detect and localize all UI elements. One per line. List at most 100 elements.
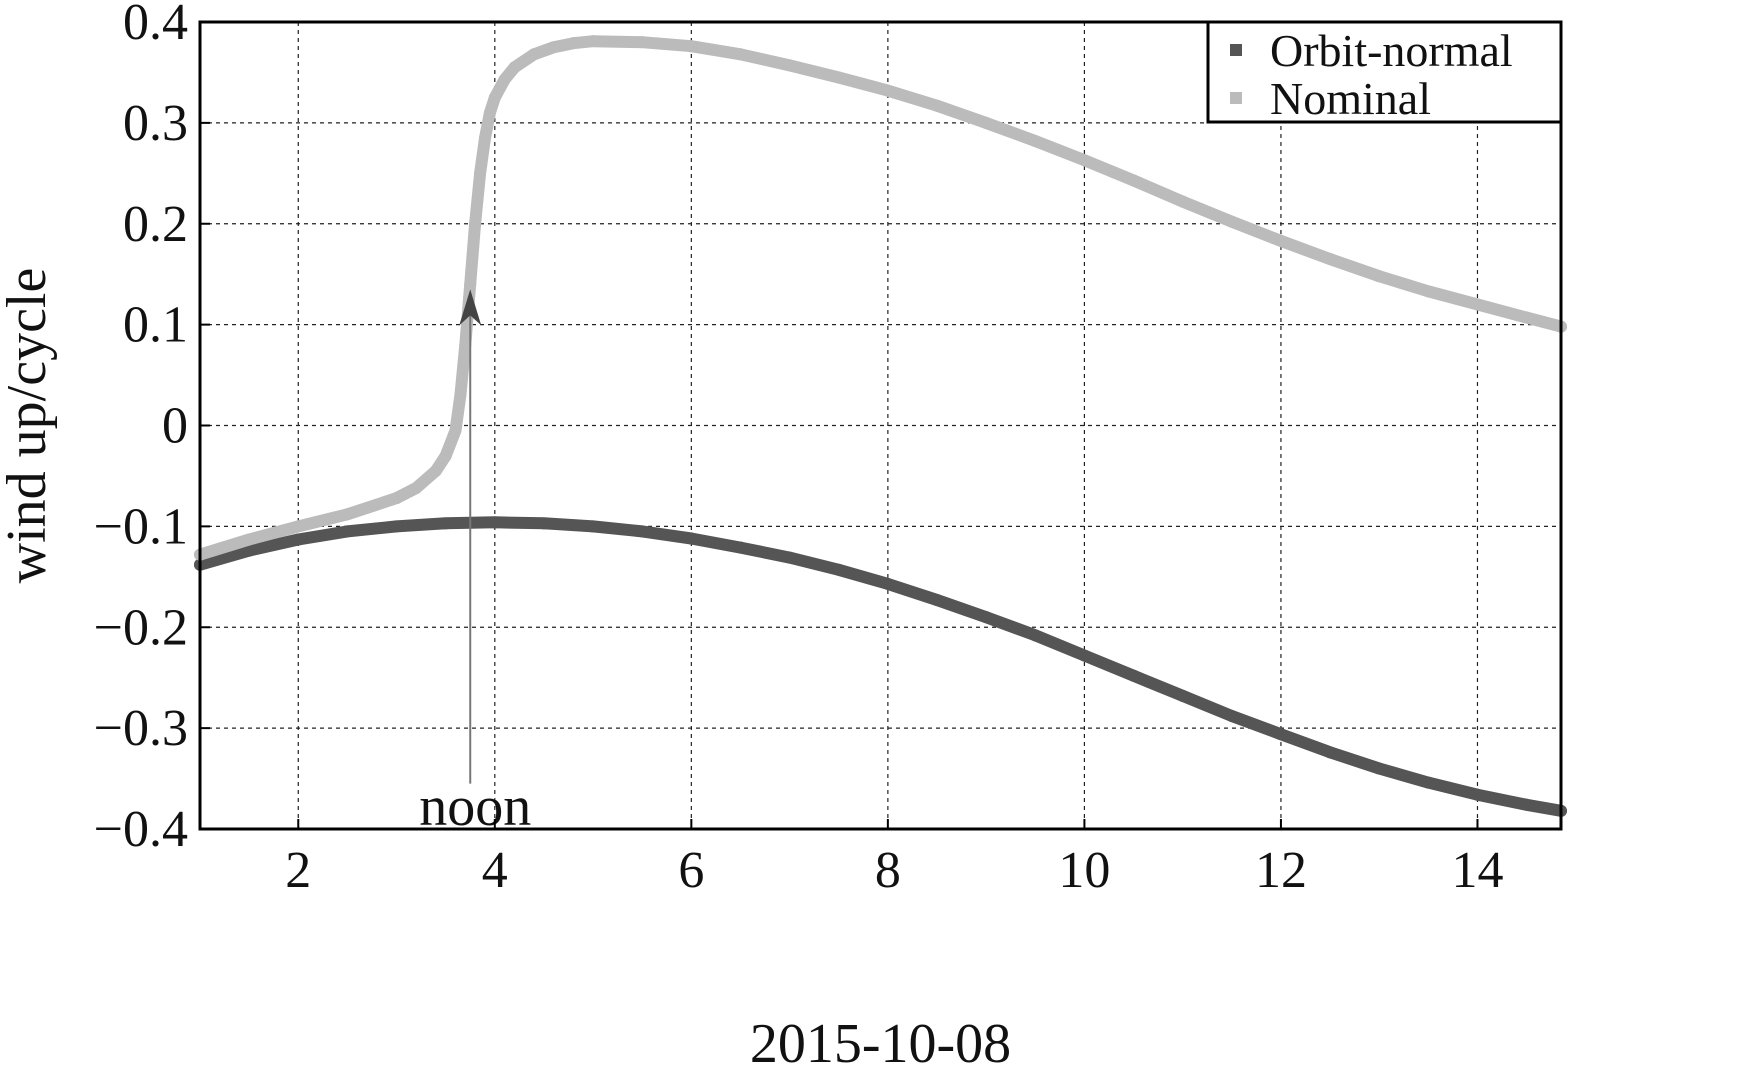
y-tick-label: −0.2 [94, 599, 188, 656]
data-point-nominal [1127, 174, 1140, 187]
data-point-nominal [1471, 298, 1484, 311]
y-tick-label: −0.4 [94, 801, 188, 858]
series-layer [194, 35, 1567, 817]
data-point-nominal [454, 389, 467, 402]
data-point-nominal [464, 278, 477, 291]
data-point-nominal [449, 424, 462, 437]
data-point-orbit-normal [1274, 728, 1287, 741]
data-point-nominal [1078, 154, 1091, 167]
data-point-nominal [469, 217, 482, 230]
data-point-orbit-normal [881, 577, 894, 590]
data-point-nominal [429, 464, 442, 477]
data-point-nominal [459, 338, 472, 351]
x-tick-label: 2 [285, 842, 311, 899]
annotation-arrow-head [459, 289, 482, 326]
legend-label-nominal: Nominal [1270, 73, 1431, 124]
grid-layer [200, 21, 1561, 830]
y-tick-label: −0.3 [94, 700, 188, 757]
data-point-orbit-normal [292, 533, 305, 546]
legend: Orbit-normal Nominal [1206, 20, 1563, 124]
data-point-orbit-normal [1225, 710, 1238, 723]
data-point-nominal [474, 167, 487, 180]
data-point-nominal [410, 482, 423, 495]
data-point-nominal [1176, 195, 1189, 208]
data-point-nominal [1422, 285, 1435, 298]
data-point-nominal [587, 35, 600, 48]
legend-box [1206, 20, 1563, 124]
x-tick-label: 12 [1255, 842, 1307, 899]
data-point-nominal [832, 71, 845, 84]
data-point-nominal [508, 61, 521, 74]
data-point-orbit-normal [1176, 689, 1189, 702]
y-tick-label: 0.1 [123, 297, 188, 354]
y-tick-label: 0.3 [123, 95, 188, 152]
data-point-nominal [783, 59, 796, 72]
data-point-orbit-normal [685, 532, 698, 545]
data-point-nominal [439, 449, 452, 462]
x-axis-title: 2015-10-08 [750, 1013, 1011, 1075]
data-point-orbit-normal [931, 594, 944, 607]
data-point-nominal [528, 48, 541, 61]
data-point-nominal [1324, 253, 1337, 266]
tick-labels: 2 4 6 8 10 12 14 0.4 0.3 0.2 0.1 0 −0.1 −0.2 −0.3 −0.4 [94, 0, 1504, 899]
data-point-orbit-normal [1520, 798, 1533, 811]
data-point-orbit-normal [1029, 629, 1042, 642]
data-point-orbit-normal [488, 516, 501, 529]
data-point-orbit-normal [1324, 746, 1337, 759]
data-point-orbit-normal [1373, 762, 1386, 775]
data-point-nominal [547, 41, 560, 54]
x-tick-label: 4 [482, 842, 508, 899]
data-point-orbit-normal [980, 611, 993, 624]
data-point-nominal [734, 48, 747, 61]
annotation-label: noon [419, 776, 531, 838]
data-point-nominal [1274, 234, 1287, 247]
data-point-nominal [1029, 135, 1042, 148]
data-point-nominal [478, 132, 491, 145]
legend-marker-orbit-normal [1230, 44, 1242, 56]
x-tick-label: 8 [875, 842, 901, 899]
data-point-orbit-normal [1078, 649, 1091, 662]
y-axis-title: wind up/cycle [0, 268, 58, 584]
data-point-orbit-normal [439, 517, 452, 530]
data-point-nominal [1373, 270, 1386, 283]
y-tick-label: 0.2 [123, 196, 188, 253]
data-point-nominal [292, 520, 305, 533]
data-point-nominal [498, 73, 511, 86]
data-point-nominal [483, 106, 496, 119]
x-tick-label: 10 [1058, 842, 1110, 899]
data-point-nominal [881, 84, 894, 97]
y-tick-label: 0 [162, 398, 188, 455]
data-point-nominal [636, 36, 649, 49]
series-line-orbit-normal [194, 516, 1567, 817]
data-point-nominal [931, 99, 944, 112]
data-point-nominal [567, 37, 580, 50]
data-point-orbit-normal [243, 544, 256, 557]
data-point-orbit-normal [734, 541, 747, 554]
data-point-orbit-normal [1422, 776, 1435, 789]
legend-marker-nominal [1230, 92, 1242, 104]
data-point-nominal [1520, 311, 1533, 324]
annotation-layer: noon [419, 289, 531, 838]
x-tick-label: 6 [678, 842, 704, 899]
data-point-nominal [243, 533, 256, 546]
data-point-nominal [390, 492, 403, 505]
x-tick-label: 14 [1451, 842, 1503, 899]
data-point-orbit-normal [537, 517, 550, 530]
y-tick-label: 0.4 [123, 0, 188, 51]
data-point-orbit-normal [341, 525, 354, 538]
data-point-orbit-normal [390, 520, 403, 533]
y-tick-label: −0.1 [94, 498, 188, 555]
data-point-nominal [488, 91, 501, 104]
data-point-nominal [341, 508, 354, 521]
data-point-orbit-normal [636, 525, 649, 538]
data-point-nominal [685, 40, 698, 53]
data-point-orbit-normal [1471, 788, 1484, 801]
legend-label-orbit-normal: Orbit-normal [1270, 25, 1513, 76]
data-point-orbit-normal [587, 520, 600, 533]
data-point-orbit-normal [1127, 669, 1140, 682]
data-point-nominal [1225, 215, 1238, 228]
data-point-orbit-normal [783, 551, 796, 564]
data-point-orbit-normal [832, 563, 845, 576]
